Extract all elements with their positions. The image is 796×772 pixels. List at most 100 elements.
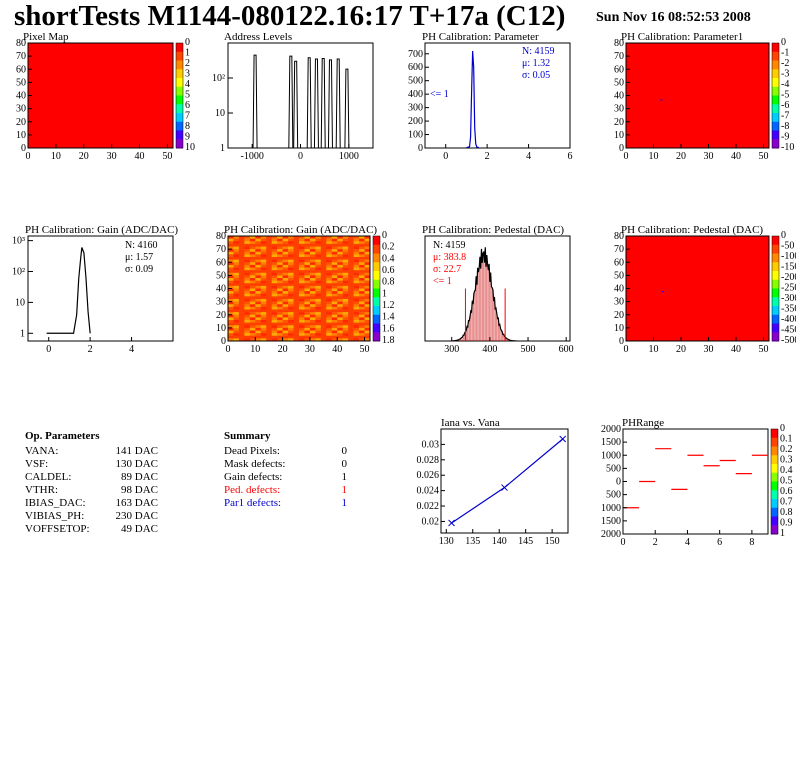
heatmap-cell xyxy=(315,254,322,258)
colorbar-label: 0 xyxy=(185,37,190,48)
heatmap-cell xyxy=(233,280,240,284)
heatmap-cell xyxy=(260,275,267,279)
summary-title: Summary xyxy=(224,430,271,442)
heatmap-cell xyxy=(353,304,360,308)
heatmap-cell xyxy=(277,338,283,342)
heatmap-cell xyxy=(320,288,327,292)
heatmap-cell xyxy=(260,243,267,247)
heatmap-cell xyxy=(255,335,262,339)
heatmap-cell xyxy=(266,291,272,295)
heatmap-cell xyxy=(348,322,354,326)
heatmap-cell xyxy=(353,249,360,253)
x-tick-label: 0 xyxy=(298,151,303,162)
heatmap-cell xyxy=(233,262,240,266)
heatmap-cell xyxy=(309,251,316,255)
heatmap-cell xyxy=(299,246,305,250)
heatmap-cell xyxy=(364,288,371,292)
colorbar-cell xyxy=(771,490,778,500)
heatmap-cell xyxy=(364,257,371,260)
heatmap-cell xyxy=(255,327,262,331)
heatmap-cell xyxy=(260,296,267,300)
heatmap-cell xyxy=(238,301,245,305)
heatmap-cell xyxy=(288,259,294,263)
heatmap-cell xyxy=(364,285,371,289)
row-label: Ped. defects: xyxy=(224,484,281,496)
heatmap-cell xyxy=(364,304,371,308)
heatmap-cell xyxy=(331,306,338,310)
ped-hist-title: PH Calibration: Pedestal (DAC) xyxy=(422,224,565,236)
heatmap-cell xyxy=(337,264,343,268)
heatmap-cell xyxy=(238,317,245,321)
y-tick-label: 30 xyxy=(614,297,624,308)
heatmap-cell xyxy=(228,314,234,318)
heatmap-cell xyxy=(238,306,245,310)
colorbar-label: 2 xyxy=(185,58,190,69)
heatmap-cell xyxy=(228,241,234,245)
heatmap-cell xyxy=(233,330,240,334)
colorbar-label: 1.8 xyxy=(382,335,395,346)
heatmap-cell xyxy=(331,325,338,329)
heatmap-cell xyxy=(342,306,349,310)
heatmap-cell xyxy=(266,312,272,316)
heatmap-cell xyxy=(337,325,343,329)
heatmap-cell xyxy=(337,241,343,245)
heatmap-cell xyxy=(255,280,262,284)
heatmap-cell xyxy=(266,293,272,297)
heatmap-cell xyxy=(238,296,245,300)
heatmap-cell xyxy=(266,335,272,339)
heatmap-cell xyxy=(353,283,360,287)
heatmap-cell xyxy=(238,309,245,313)
heatmap-cell xyxy=(271,238,278,242)
x-tick-label: 4 xyxy=(129,344,134,355)
heatmap-cell xyxy=(228,243,234,247)
heatmap-cell xyxy=(326,236,333,239)
heatmap-cell xyxy=(304,333,311,337)
heatmap-cell xyxy=(238,270,245,274)
stat-sigma: σ: 0.05 xyxy=(522,70,551,81)
heatmap-cell xyxy=(244,278,251,281)
heatmap-cell xyxy=(249,262,256,266)
histogram-peak xyxy=(252,54,258,149)
colorbar-cell xyxy=(176,121,183,131)
heatmap-cell xyxy=(233,320,240,323)
heatmap-cell xyxy=(309,338,316,342)
heatmap-cell xyxy=(304,293,311,297)
heatmap-cell xyxy=(348,283,354,287)
heatmap-cell xyxy=(304,320,311,323)
heatmap-cell xyxy=(244,267,251,271)
heatmap-cell xyxy=(337,327,343,331)
x-tick-label: 10 xyxy=(649,151,659,162)
gain-hist-title: PH Calibration: Gain (ADC/DAC) xyxy=(25,224,179,236)
heatmap-cell xyxy=(260,249,267,253)
colorbar-label: 1 xyxy=(780,528,785,539)
row-label: VSF: xyxy=(25,458,49,470)
heatmap-cell xyxy=(244,288,251,292)
heatmap-cell xyxy=(233,264,240,268)
heatmap-cell xyxy=(348,238,354,242)
pixel-map-title: Pixel Map xyxy=(23,31,69,43)
heatmap-cell xyxy=(299,280,305,284)
heatmap-cell xyxy=(326,278,333,281)
heatmap-cell xyxy=(315,285,322,289)
heatmap-cell xyxy=(353,238,360,242)
heatmap-cell xyxy=(353,251,360,255)
heatmap-cell xyxy=(359,251,365,255)
heatmap-cell xyxy=(260,301,267,305)
heatmap-cell xyxy=(299,264,305,268)
heatmap-cell xyxy=(244,254,251,258)
heatmap-cell xyxy=(260,267,267,271)
colorbar-label: -1 xyxy=(781,48,789,59)
row-value: 0 xyxy=(341,458,348,470)
heatmap-cell xyxy=(299,267,305,271)
heatmap-cell xyxy=(353,317,360,321)
colorbar-cell xyxy=(373,262,380,272)
heatmap-cell xyxy=(315,246,322,250)
colorbar-label: 10 xyxy=(185,142,195,153)
heatmap-cell xyxy=(304,272,311,276)
colorbar-frame xyxy=(771,42,780,149)
heatmap-cell xyxy=(359,278,365,281)
heatmap-cell xyxy=(320,262,327,266)
heatmap-cell xyxy=(304,322,311,326)
heatmap-cell xyxy=(260,285,267,289)
colorbar-cell xyxy=(772,113,779,123)
